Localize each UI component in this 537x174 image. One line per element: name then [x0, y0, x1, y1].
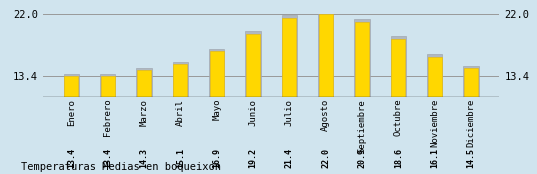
Bar	[137, 70, 151, 174]
Bar	[282, 18, 296, 174]
Bar	[464, 68, 478, 174]
Text: 20.9: 20.9	[358, 148, 367, 168]
Bar	[355, 22, 369, 174]
Text: 16.1: 16.1	[430, 148, 439, 168]
Bar	[100, 74, 115, 174]
Bar	[64, 76, 78, 174]
Text: 19.2: 19.2	[249, 148, 258, 168]
Text: 21.4: 21.4	[285, 148, 294, 168]
Bar	[282, 15, 297, 174]
Bar	[318, 14, 333, 174]
Bar	[64, 74, 79, 174]
Bar	[173, 62, 188, 174]
Bar	[319, 14, 332, 174]
Text: 13.4: 13.4	[103, 148, 112, 168]
Bar	[136, 68, 151, 174]
Text: 16.9: 16.9	[212, 148, 221, 168]
Text: 13.4: 13.4	[67, 148, 76, 168]
Bar	[391, 39, 405, 174]
Bar	[245, 31, 260, 174]
Bar	[428, 57, 441, 174]
Bar	[210, 51, 223, 174]
Bar	[463, 66, 478, 174]
Text: 14.3: 14.3	[140, 148, 149, 168]
Bar	[427, 54, 442, 174]
Text: 14.5: 14.5	[467, 148, 476, 168]
Text: 22.0: 22.0	[321, 148, 330, 168]
Text: 18.6: 18.6	[394, 148, 403, 168]
Bar	[354, 19, 369, 174]
Text: 15.1: 15.1	[176, 148, 185, 168]
Bar	[209, 49, 224, 174]
Bar	[173, 64, 187, 174]
Text: Temperaturas Medias en boqueixon: Temperaturas Medias en boqueixon	[21, 162, 221, 172]
Bar	[101, 76, 114, 174]
Bar	[391, 36, 406, 174]
Bar	[246, 34, 260, 174]
